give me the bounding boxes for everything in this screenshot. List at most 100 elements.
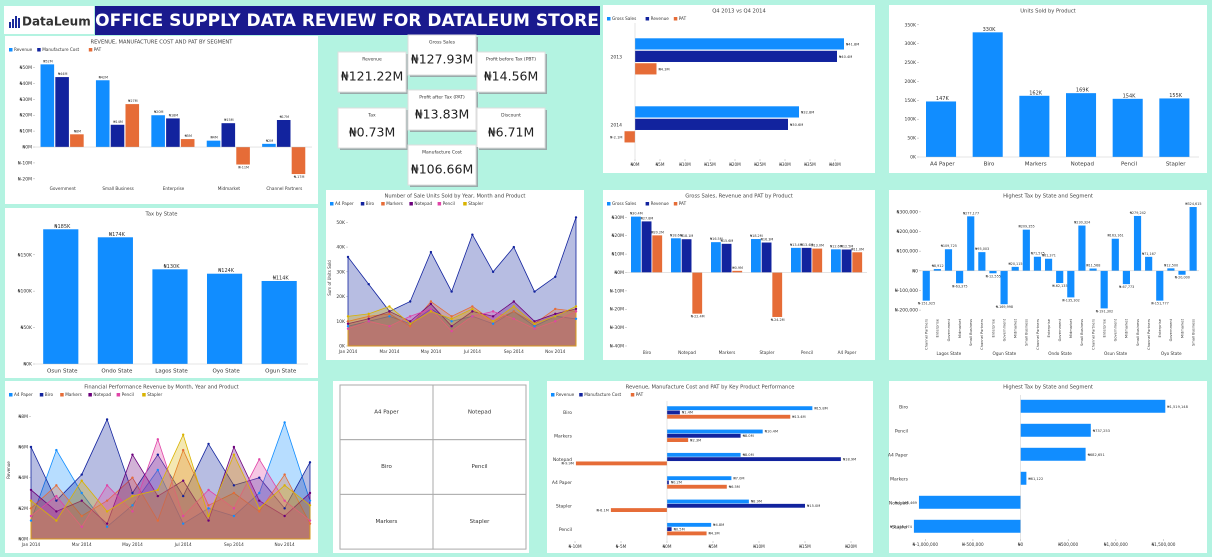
data-label: ₦18.9M [843,457,856,461]
slicer-item[interactable] [339,439,434,495]
bar [913,519,1021,533]
point [156,453,160,456]
legend-label: Pencil [443,201,455,206]
legend-label: PAT [94,47,102,52]
x-tick-label: Government [1114,318,1118,341]
slicer-item-label[interactable]: Pencil [471,464,488,470]
point [308,491,312,495]
bar [791,247,801,273]
x-tick-label: Oyo State [212,369,240,375]
data-label: ₦114K [273,275,290,281]
bar [667,527,672,532]
data-label: ₦61,122 [1028,477,1043,481]
point [283,421,286,424]
data-label: ₦11,568 [1086,264,1100,268]
point [283,499,286,502]
data-label: ₦27.8M [641,216,654,220]
point [258,491,261,495]
legend-label: Markers [386,201,403,206]
slicer-item-label[interactable]: A4 Paper [374,410,399,416]
point [554,275,557,278]
point [388,325,391,328]
point [554,315,557,318]
bar [667,429,763,434]
point [55,494,58,498]
slicer-item-label[interactable]: Biro [381,464,392,470]
point [105,510,109,513]
point [105,522,109,525]
point [574,307,578,311]
legend-label: Notepad [414,201,432,206]
data-label: ₦18.2M [750,234,763,238]
y-tick-label: ₦0 [912,268,918,274]
x-tick-label: Notepad [678,350,696,355]
y-tick-label: Notepad [889,501,908,507]
x-tick-label: Enterprise [163,186,185,191]
slicer-item[interactable] [432,439,527,495]
x-tick-label: Enterprise [991,318,995,337]
slicer-item-label[interactable]: Notepad [468,410,491,416]
slicer-item-label[interactable]: Stapler [470,519,490,525]
point [105,499,109,502]
point [181,522,185,525]
data-label: ₦7.0M [733,476,744,480]
x-tick-label: ₦20M [845,544,857,549]
y-tick-label: ₦-200,000 [895,308,918,314]
data-label: ₦0.2M [671,481,682,485]
data-label: 155K [1169,93,1183,99]
data-label: ₦1,519,148 [1167,405,1188,409]
legend-swatch [645,202,650,206]
point [308,519,312,522]
data-label: 147K [936,96,950,102]
y-tick-label: ₦20M [612,233,625,239]
legend-swatch [360,202,365,206]
y-tick-label: 0K [910,155,917,161]
bar [631,216,641,273]
y-tick-label: ₦0M [22,145,32,151]
x-tick-label: Midmarket [218,186,241,191]
point [105,418,109,421]
x-tick-label: Jul 2014 [174,542,192,547]
data-label: ₦4.3M [659,67,670,71]
bar [635,50,837,62]
data-label: ₦-22.4M [691,315,705,319]
point [346,322,350,325]
x-tick-label: ₦15M [799,544,811,549]
y-tick-label: 50K [907,136,917,142]
y-tick-label: ₦0K [23,362,33,368]
x-tick-label: Government [50,186,76,191]
x-tick-label: ₦10M [679,162,691,167]
slicer-item[interactable] [339,493,434,550]
point [533,327,536,330]
data-label: ₦-63,375 [952,284,967,288]
point [533,322,536,325]
point [131,510,134,513]
bar [1022,229,1030,271]
point [471,305,474,308]
y-axis-title: Revenue [6,461,11,479]
y-tick-label: ₦40M [20,81,33,87]
legend-label: Revenue [556,392,575,397]
point [429,307,433,311]
slicer-item-label[interactable]: Markers [376,519,398,525]
data-label: ₦0.9M [732,266,743,270]
y-tick-label: 10K [336,319,346,325]
point [408,322,412,325]
slicer-item[interactable] [432,493,527,550]
point [574,310,578,313]
x-tick-label: Jan 2014 [21,542,41,547]
point [308,504,312,507]
point [29,445,33,449]
bar [918,495,1021,509]
y-tick-label: ₦2M [18,506,28,512]
y-tick-label: ₦-30M [610,325,624,331]
bar [667,522,712,527]
x-tick-label: Ondo State [101,369,133,375]
data-label: ₦737,253 [1093,429,1110,433]
point [207,442,210,446]
bar [1159,98,1190,157]
point [283,514,286,518]
y-tick-label: ₦10M [612,252,625,258]
legend-label: Biro [45,392,54,397]
x-tick-label: ₦5M [656,162,665,167]
